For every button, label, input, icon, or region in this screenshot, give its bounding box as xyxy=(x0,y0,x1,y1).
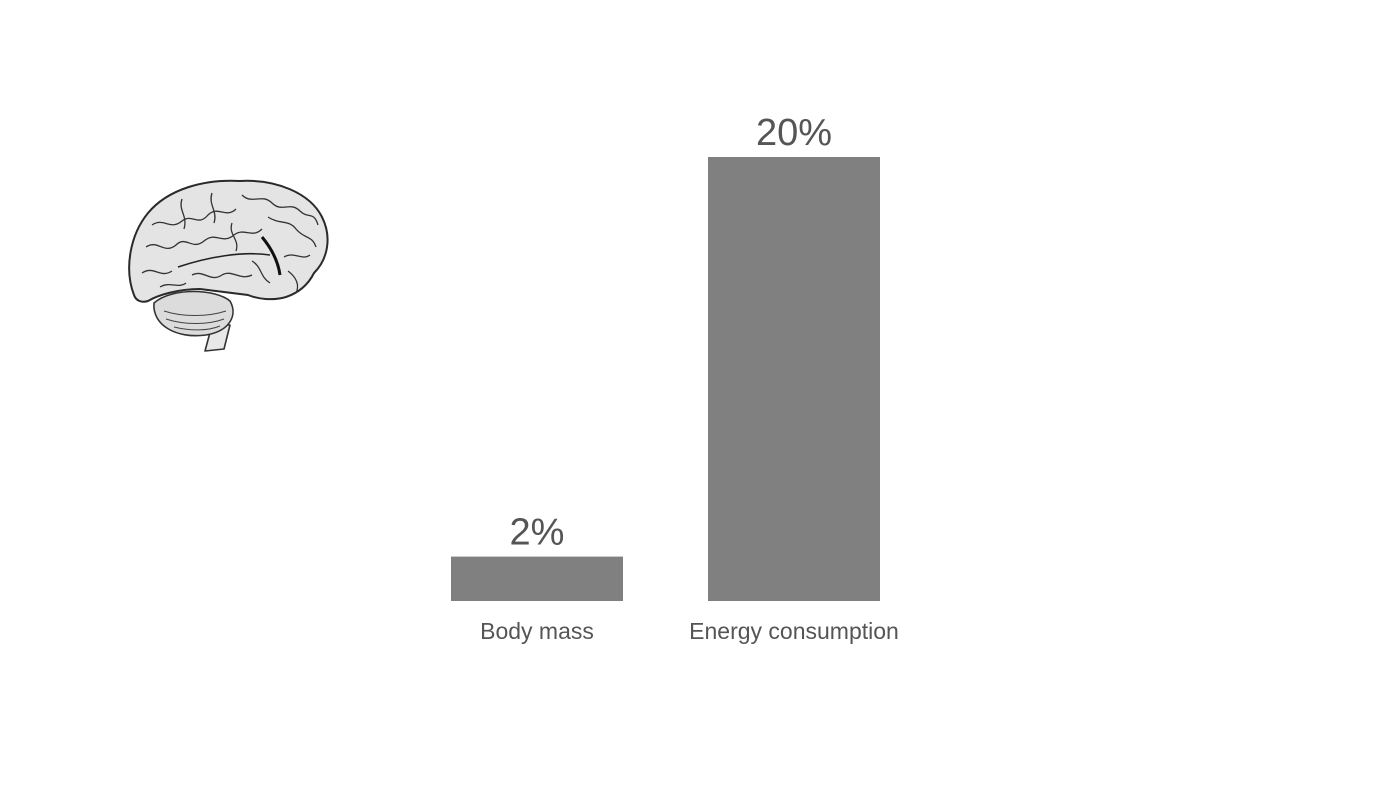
bar-body-mass xyxy=(451,556,623,601)
brain-illustration xyxy=(128,179,329,352)
bar-energy-consumption xyxy=(708,157,880,601)
brain-icon xyxy=(112,165,336,370)
labels-layer: 2% Body mass 20% Energy consumption xyxy=(480,112,899,644)
value-label-energy-consumption: 20% xyxy=(756,112,832,154)
category-label-body-mass: Body mass xyxy=(480,618,594,644)
bars-layer xyxy=(451,157,880,601)
value-label-body-mass: 2% xyxy=(510,512,565,554)
category-label-energy-consumption: Energy consumption xyxy=(689,618,899,644)
